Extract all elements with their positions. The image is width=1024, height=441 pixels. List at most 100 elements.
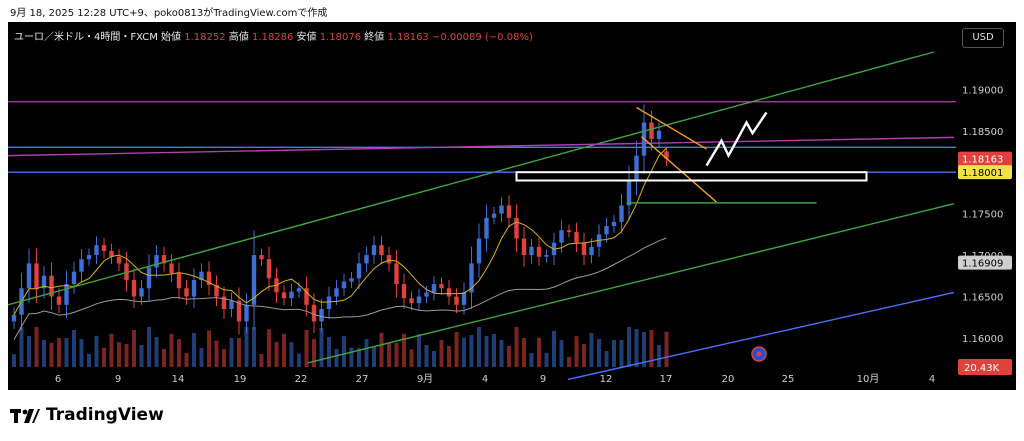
x-tick-label: 27 (356, 374, 369, 385)
x-tick-label: 20 (722, 374, 735, 385)
volume-bar (192, 333, 196, 367)
y-tick-label: 1.16000 (962, 334, 1003, 345)
candle-body (214, 284, 219, 297)
volume-bar (604, 351, 609, 367)
candle-body (566, 230, 572, 232)
candle-body (221, 296, 227, 309)
volume-bar (229, 338, 234, 367)
volume-bar (514, 327, 519, 367)
volume-bar (19, 327, 24, 367)
volume-bar (94, 335, 99, 367)
volume-bar (79, 339, 84, 367)
candle-body (581, 242, 587, 256)
candle-body (446, 288, 452, 297)
candle-body (334, 288, 339, 297)
candle-body (101, 245, 107, 251)
volume-bar (537, 337, 541, 367)
candle-body (341, 281, 347, 289)
volume-bar (297, 353, 301, 367)
volume-bar (42, 340, 46, 367)
candle-body (146, 267, 152, 289)
x-tick-label: 10月 (857, 373, 880, 385)
candle-body (56, 296, 62, 305)
candle-body (604, 226, 609, 235)
candle-body (281, 292, 287, 299)
candle-body (476, 238, 482, 264)
volume-bar (312, 339, 316, 367)
candle-body (514, 217, 519, 239)
volume-bar (64, 338, 69, 367)
price-label-bg (958, 165, 1012, 180)
volume-bar (447, 346, 451, 367)
volume-bar (267, 329, 271, 367)
candle-body (34, 263, 39, 289)
volume-bar (364, 339, 369, 367)
high-value: 1.18286 (251, 32, 294, 43)
volume-bar (117, 342, 121, 367)
volume-bar (177, 339, 181, 367)
candle-body (161, 255, 167, 264)
orange-channel-line (636, 106, 707, 150)
candle-body (536, 246, 542, 257)
candle-body (139, 288, 144, 297)
moving-average-line (13, 147, 667, 316)
volume-bar (289, 342, 294, 367)
volume-bar (72, 330, 76, 367)
candle-body (491, 213, 497, 218)
candle-body (589, 246, 594, 256)
low-value: 1.18076 (319, 32, 362, 43)
y-tick-label: 1.18500 (962, 127, 1003, 138)
volume-bar (252, 327, 256, 367)
x-tick-label: 4 (929, 374, 935, 385)
candle-body (431, 284, 437, 293)
x-tick-label: 19 (234, 374, 247, 385)
candle-body (379, 245, 384, 256)
x-tick-label: 4 (482, 374, 488, 385)
candle-body (71, 271, 77, 285)
candle-body (356, 263, 362, 279)
event-marker-icon (751, 346, 767, 362)
volume-bar (259, 354, 264, 367)
volume-bar (87, 354, 91, 367)
volume-bar (522, 338, 526, 367)
volume-bar (184, 353, 189, 367)
x-tick-label: 22 (295, 374, 308, 385)
symbol-name: ユーロ／米ドル・4時間・FXCM (14, 32, 158, 43)
orange-channel-line (641, 136, 717, 203)
volume-bar (484, 336, 489, 367)
volume-bar (507, 346, 511, 367)
candle-body (131, 279, 137, 297)
price-chart[interactable]: 1.190001.185001.180001.175001.170001.165… (8, 22, 1016, 390)
candle-body (461, 292, 467, 305)
x-tick-label: 9 (540, 374, 546, 385)
candle-body (656, 130, 662, 140)
volume-bar (567, 356, 571, 367)
candle-body (326, 296, 332, 309)
candle-body (86, 255, 92, 260)
y-tick-label: 1.19000 (962, 85, 1003, 96)
candle-body (184, 288, 189, 297)
volume-bar (409, 349, 414, 367)
volume-bar (454, 332, 459, 367)
chart-frame[interactable]: 1.190001.185001.180001.175001.170001.165… (8, 22, 1016, 390)
volume-bar (327, 337, 331, 367)
x-tick-label: 25 (782, 374, 795, 385)
magenta-trend-line (8, 136, 955, 157)
volume-bar (132, 330, 136, 367)
channel-lower-line (307, 203, 955, 364)
y-tick-label: 1.16500 (962, 293, 1003, 304)
volume-bar (34, 327, 39, 367)
volume-bar (649, 330, 654, 367)
volume-bar (372, 346, 376, 367)
volume-bar (379, 332, 384, 367)
candle-body (26, 263, 32, 289)
candle-body (266, 259, 272, 279)
candle-body (611, 221, 617, 227)
candle-body (94, 245, 99, 256)
candle-body (544, 255, 549, 257)
currency-button[interactable]: USD (962, 28, 1004, 48)
candle-body (371, 245, 377, 256)
volume-bar (169, 333, 174, 367)
volume-bar (109, 333, 114, 367)
candle-body (319, 308, 324, 322)
